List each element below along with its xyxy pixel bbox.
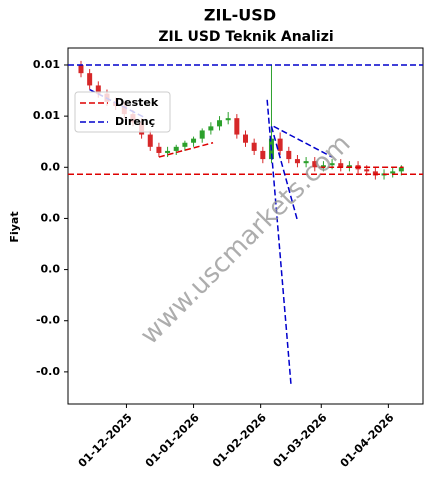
candle-body	[329, 163, 335, 166]
candle-body	[364, 169, 370, 172]
candle-body	[320, 165, 326, 168]
candle-body	[260, 150, 266, 160]
x-tick-label: 01-02-2026	[210, 411, 269, 470]
y-axis-label: Fiyat	[8, 211, 21, 242]
candle-body	[165, 150, 171, 153]
trend-line	[270, 126, 299, 221]
candle-body	[286, 150, 292, 160]
trend-line	[273, 125, 333, 158]
candle-body	[173, 146, 179, 151]
candle-body	[294, 159, 300, 164]
candle-body	[78, 64, 84, 74]
candle-body	[303, 161, 309, 164]
y-tick-label: 0.0	[41, 160, 61, 173]
candle-body	[208, 126, 214, 131]
candle-body	[312, 161, 318, 168]
trend-line	[158, 142, 214, 158]
legend-label: Destek	[115, 96, 159, 109]
plot-frame	[67, 47, 424, 405]
y-tick-label: 0.01	[33, 109, 60, 122]
candle-body	[191, 138, 197, 143]
y-tick-label: 0.0	[41, 211, 61, 224]
legend-label: Direnç	[115, 115, 155, 128]
x-tick-label: 01-12-2025	[76, 411, 135, 470]
candle-body	[390, 171, 396, 174]
candle-body	[243, 134, 248, 143]
chart-subtitle: ZIL USD Teknik Analizi	[158, 29, 333, 45]
x-tick-label: 01-03-2026	[271, 411, 330, 470]
candle-body	[251, 142, 257, 151]
y-tick-label: -0.0	[36, 314, 60, 327]
candle-body	[217, 120, 223, 127]
chart-title: ZIL-USD	[204, 6, 276, 25]
candle-body	[234, 118, 240, 135]
watermark: www.uscmarkets.com	[135, 129, 357, 351]
candle-body	[199, 130, 205, 139]
candle-body	[338, 163, 344, 168]
candle-body	[156, 146, 162, 153]
x-tick-label: 01-04-2026	[338, 411, 397, 470]
candle-body	[277, 138, 283, 151]
candle-body	[372, 171, 378, 176]
candle-body	[346, 165, 352, 168]
candle-body	[225, 118, 231, 121]
y-tick-label: -0.0	[36, 365, 60, 378]
candle-body	[147, 134, 153, 147]
trend-line	[266, 99, 292, 385]
x-tick-label: 01-01-2026	[143, 411, 202, 470]
candle-body	[95, 85, 101, 94]
candle-body	[398, 167, 404, 172]
candle-body	[182, 142, 188, 147]
y-tick-label: 0.01	[33, 58, 60, 71]
y-tick-label: 0.0	[41, 263, 61, 276]
candle-body	[87, 73, 93, 86]
